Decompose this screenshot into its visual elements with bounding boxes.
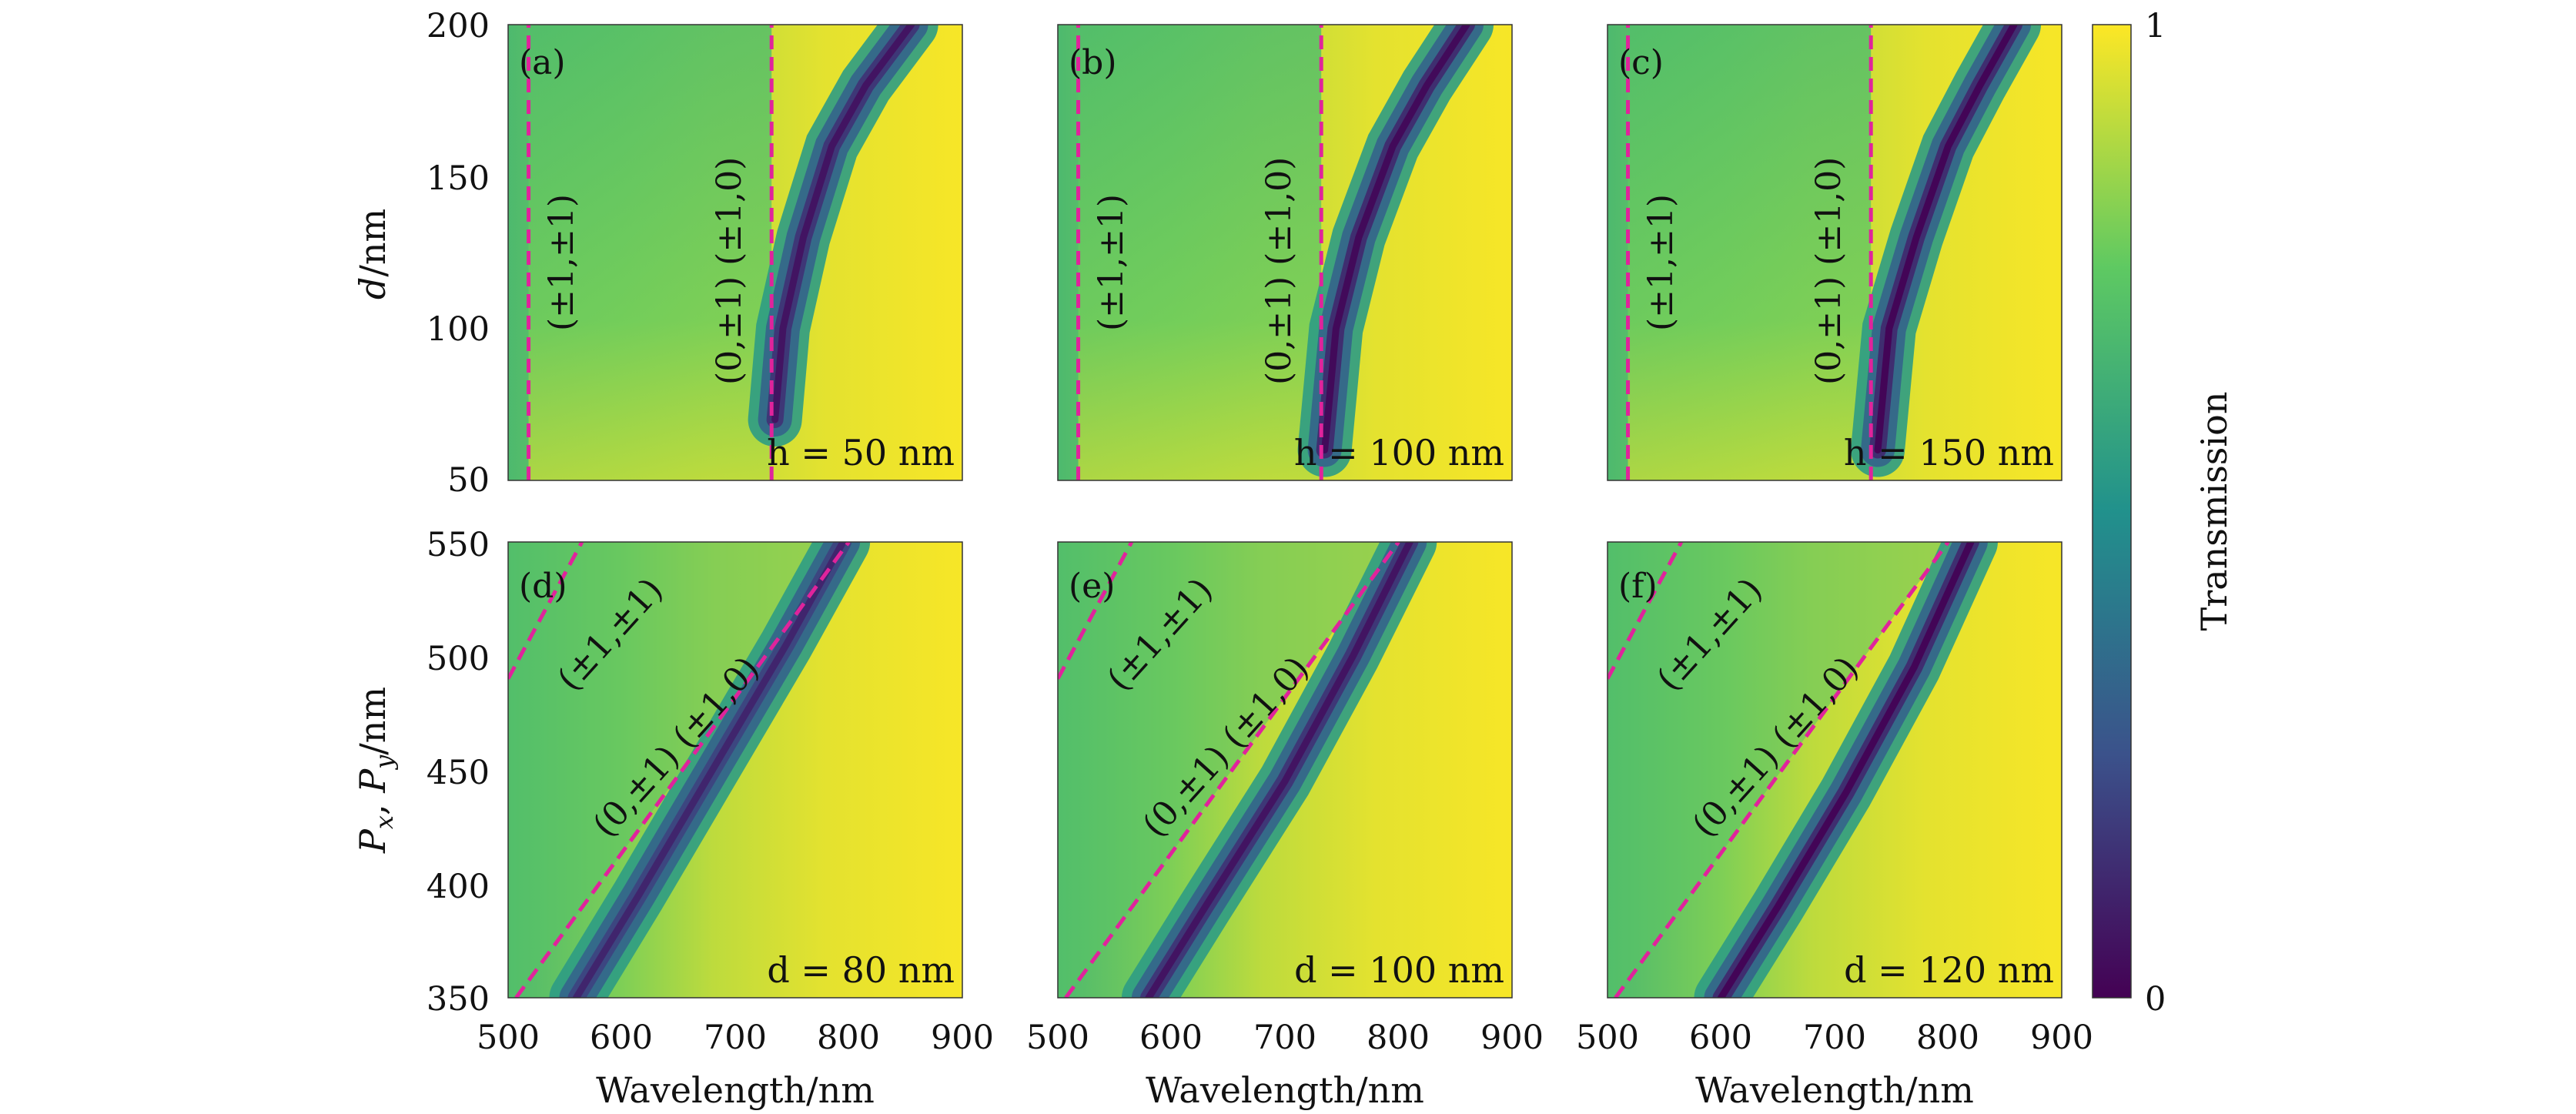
param-label-a: h = 50 nm (767, 432, 955, 473)
axes-frame-f (1607, 541, 2062, 999)
colorbar-gradient (2093, 25, 2131, 998)
order-label-axis-c: (0,±1) (±1,0) (1809, 157, 1848, 385)
heatmap-region (1078, 25, 1322, 480)
xtick-label: 500 (477, 1019, 540, 1057)
rayleigh-line (508, 542, 584, 680)
param-label-e: d = 100 nm (1294, 949, 1504, 991)
ytick-label: 500 (427, 640, 490, 678)
y-axis-label-top: d/nm (352, 209, 393, 299)
panel-label-b: (b) (1069, 43, 1117, 82)
resonance-band (573, 542, 847, 998)
panel-label-e: (e) (1069, 567, 1115, 606)
panel-label-d: (d) (519, 567, 567, 606)
panel-d: (d) d = 80 nm (±1,±1) (0,±1) (±1,0) 550 … (352, 526, 994, 1111)
rayleigh-line (1058, 542, 1134, 680)
order-label-diag-a: (±1,±1) (542, 194, 581, 331)
x-axis-label-e: Wavelength/nm (1146, 1069, 1424, 1111)
axes-frame-e (1057, 541, 1513, 999)
ytick-label: 150 (427, 159, 490, 198)
colorbar-title: Transmission (2193, 392, 2235, 631)
heatmap-plot-f (1607, 542, 2062, 998)
axes-frame-a (507, 24, 963, 481)
heatmap-region (528, 25, 772, 480)
order-label-diag-b: (±1,±1) (1092, 194, 1131, 331)
xtick-label: 500 (1576, 1019, 1639, 1057)
colorbar: 1 0 Transmission (2092, 7, 2235, 1019)
xtick-label: 900 (1480, 1019, 1544, 1057)
order-label-diag-c: (±1,±1) (1641, 194, 1681, 331)
colorbar-min-label: 0 (2145, 980, 2166, 1019)
axes-frame-d (507, 541, 963, 999)
ytick-label: 450 (427, 754, 490, 792)
ytick-label: 50 (447, 461, 490, 500)
x-axis-label-f: Wavelength/nm (1695, 1069, 1974, 1111)
heatmap-plot-c (1607, 25, 2062, 480)
heatmap-plot-a (508, 25, 962, 480)
xtick-label: 700 (704, 1019, 767, 1057)
y-axis-label-bottom: Px, Py/nm (352, 687, 399, 854)
order-label-axis-a: (0,±1) (±1,0) (710, 157, 749, 385)
xtick-label: 600 (1689, 1019, 1752, 1057)
panel-c: (c) h = 150 nm (±1,±1) (0,±1) (±1,0) (1607, 24, 2062, 481)
xtick-label: 600 (1139, 1019, 1203, 1057)
xtick-label: 500 (1026, 1019, 1089, 1057)
rayleigh-line (514, 542, 851, 998)
colorbar-max-label: 1 (2145, 7, 2166, 45)
axes-frame-c (1607, 24, 2062, 481)
heatmap-plot-e (1058, 542, 1512, 998)
heatmap-plot-b (1058, 25, 1512, 480)
axes-frame-b (1057, 24, 1513, 481)
order-label-axis-b: (0,±1) (±1,0) (1260, 157, 1299, 385)
ytick-label: 400 (427, 868, 490, 906)
colorbar-frame (2092, 24, 2132, 999)
ytick-label: 100 (427, 310, 490, 349)
resonance-band (1145, 542, 1413, 998)
resonance-band (1321, 25, 1470, 454)
xtick-label: 700 (1803, 1019, 1866, 1057)
ytick-label: 550 (427, 526, 490, 564)
rayleigh-line (1607, 542, 1684, 680)
panel-label-f: (f) (1618, 567, 1658, 606)
resonance-band (771, 25, 915, 423)
panel-label-c: (c) (1618, 43, 1664, 82)
param-label-f: d = 120 nm (1844, 949, 2054, 991)
xtick-label: 900 (931, 1019, 994, 1057)
panel-b: (b) h = 100 nm (±1,±1) (0,±1) (±1,0) (1057, 24, 1513, 481)
panel-e: (e) d = 100 nm (±1,±1) (0,±1) (±1,0) 500… (1026, 541, 1544, 1111)
ytick-label: 200 (427, 7, 490, 45)
rayleigh-line (1614, 542, 1950, 998)
panel-label-a: (a) (519, 43, 566, 82)
xtick-label: 700 (1253, 1019, 1316, 1057)
param-label-c: h = 150 nm (1844, 432, 2054, 473)
xtick-label: 800 (1916, 1019, 1979, 1057)
xtick-label: 800 (1367, 1019, 1430, 1057)
panel-f: (f) d = 120 nm (±1,±1) (0,±1) (±1,0) 500… (1576, 541, 2093, 1111)
heatmap-region (1628, 25, 1872, 480)
panel-a: (a) h = 50 nm (±1,±1) (0,±1) (±1,0) 200 … (352, 7, 963, 500)
x-axis-label-d: Wavelength/nm (596, 1069, 875, 1111)
rayleigh-line (1064, 542, 1400, 998)
param-label-b: h = 100 nm (1294, 432, 1504, 473)
xtick-label: 600 (590, 1019, 653, 1057)
resonance-band (1718, 542, 1975, 998)
xtick-label: 900 (2030, 1019, 2093, 1057)
xtick-label: 800 (817, 1019, 880, 1057)
ytick-label: 350 (427, 980, 490, 1019)
resonance-band (1874, 25, 2018, 454)
heatmap-plot-d (508, 542, 962, 998)
param-label-d: d = 80 nm (767, 949, 955, 991)
